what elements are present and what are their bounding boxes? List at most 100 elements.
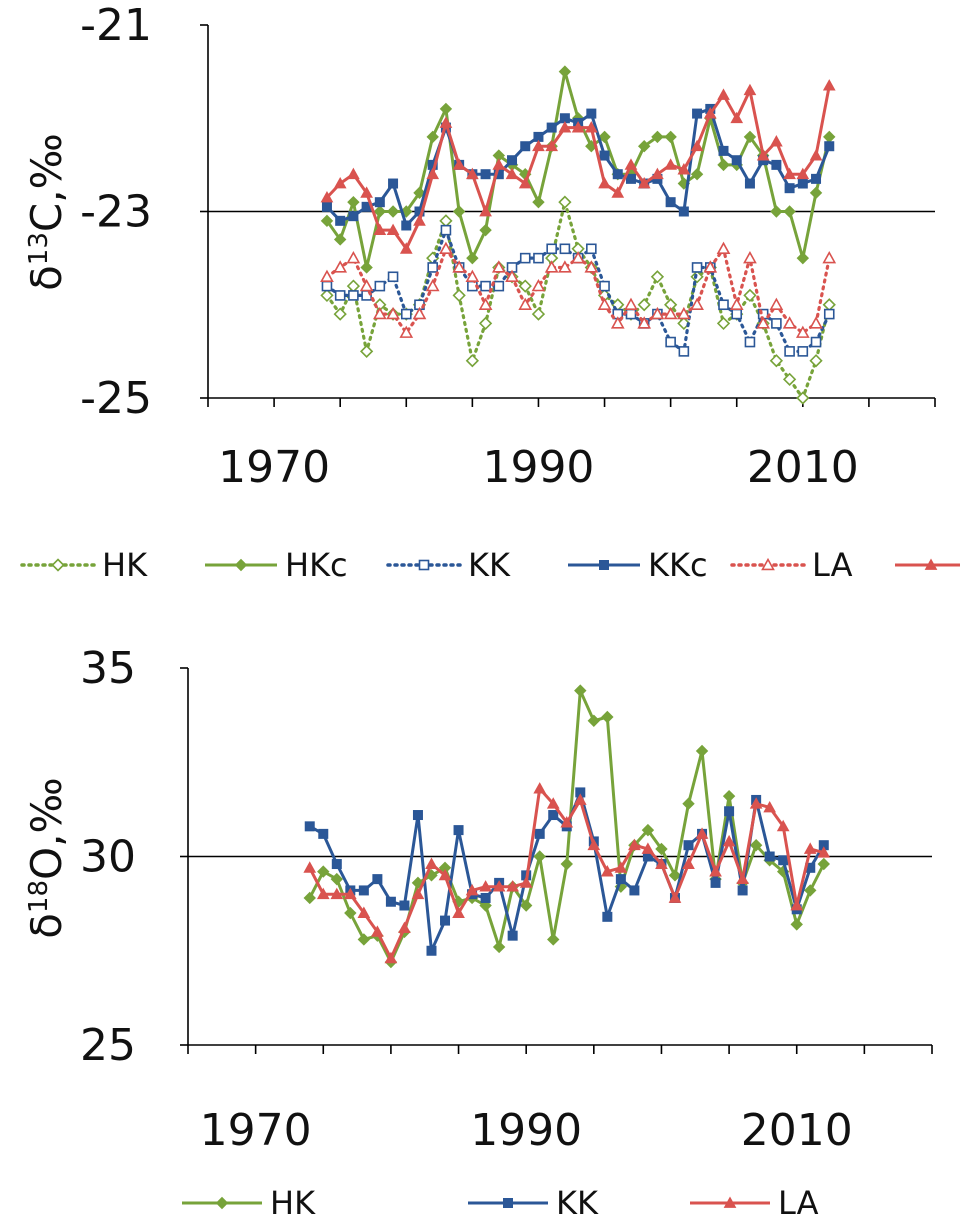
data-point — [533, 252, 544, 264]
data-point — [427, 262, 439, 273]
legend-label: HK — [102, 546, 148, 584]
data-point — [505, 167, 519, 180]
legend-item-la: LA — [690, 1184, 819, 1222]
data-point — [438, 868, 452, 881]
data-point — [770, 135, 783, 147]
data-point — [478, 316, 493, 331]
data-point — [320, 269, 334, 282]
data-point — [665, 336, 676, 348]
data-point — [558, 195, 572, 209]
delta13c-chart: -21 -23 -25 1970 1990 2010 δ13C,‰ HK HKc KK KKc LA L… — [20, 0, 960, 584]
data-point — [587, 838, 601, 851]
data-point — [330, 872, 344, 886]
data-point — [317, 865, 330, 878]
legend-marker — [418, 559, 430, 571]
legend-marker — [599, 560, 609, 570]
legend-item-hk: HK — [182, 1184, 316, 1222]
data-point — [784, 183, 795, 194]
data-point — [452, 260, 467, 273]
data-point — [440, 915, 451, 926]
data-point — [584, 260, 599, 273]
data-point — [335, 215, 346, 226]
data-point — [518, 279, 532, 293]
data-point — [318, 828, 329, 839]
data-point — [664, 158, 677, 170]
data-point — [413, 214, 426, 226]
data-point — [507, 155, 518, 166]
data-point — [695, 827, 709, 839]
data-point — [690, 139, 704, 152]
data-point — [320, 214, 334, 228]
x-tick-label: 1970 — [200, 1105, 312, 1156]
data-point — [360, 261, 373, 274]
data-point — [615, 874, 626, 885]
data-point — [803, 842, 817, 854]
data-point — [333, 260, 348, 273]
data-point — [822, 250, 837, 264]
data-point — [810, 336, 822, 348]
data-point — [304, 821, 315, 832]
data-point — [809, 149, 823, 161]
data-point — [331, 859, 342, 870]
data-point — [357, 906, 371, 918]
data-point — [479, 880, 492, 892]
data-point — [533, 850, 546, 863]
data-point — [683, 840, 694, 851]
data-point — [320, 288, 334, 303]
data-point — [783, 167, 796, 180]
data-point — [796, 167, 810, 180]
data-point — [824, 141, 835, 152]
data-point — [809, 186, 823, 200]
data-point — [692, 108, 703, 119]
data-point — [790, 898, 804, 911]
legend-label: KK — [468, 546, 511, 584]
data-point — [771, 159, 782, 170]
data-point — [399, 242, 413, 254]
data-point — [586, 108, 597, 119]
data-point — [655, 842, 668, 856]
legend-item-hk: HK — [20, 546, 148, 584]
data-point — [641, 823, 655, 837]
data-point — [730, 111, 744, 124]
data-point — [357, 933, 371, 946]
data-point — [425, 857, 438, 869]
data-point — [637, 176, 651, 189]
data-point — [465, 883, 479, 896]
data-point — [574, 684, 587, 697]
data-point — [817, 846, 831, 858]
data-point — [343, 887, 357, 900]
data-point — [466, 251, 479, 265]
legend-label: HK — [270, 1184, 316, 1222]
data-point — [519, 876, 533, 888]
data-point — [665, 197, 676, 208]
data-point — [518, 176, 532, 189]
data-point — [743, 130, 757, 144]
data-point — [637, 316, 652, 329]
data-point — [559, 243, 571, 255]
data-point — [668, 869, 682, 882]
series-line — [325, 70, 831, 269]
data-point — [601, 710, 614, 724]
data-point — [763, 800, 777, 813]
data-point — [386, 223, 400, 236]
data-point — [452, 205, 466, 218]
data-point — [718, 145, 729, 156]
data-point — [586, 243, 597, 255]
data-point — [776, 819, 790, 832]
data-point — [439, 116, 453, 128]
data-point — [602, 911, 613, 922]
legend-marker — [503, 1198, 513, 1208]
data-point — [534, 828, 545, 839]
data-point — [724, 806, 735, 817]
data-point — [333, 307, 347, 321]
data-point — [348, 290, 359, 301]
data-point — [399, 325, 414, 338]
data-point — [531, 278, 546, 292]
data-point — [480, 892, 491, 903]
data-point — [505, 269, 519, 282]
data-point — [743, 250, 757, 264]
data-point — [682, 797, 695, 810]
data-point — [452, 906, 465, 918]
data-point — [744, 336, 756, 348]
legend-label: LA — [778, 1184, 819, 1222]
